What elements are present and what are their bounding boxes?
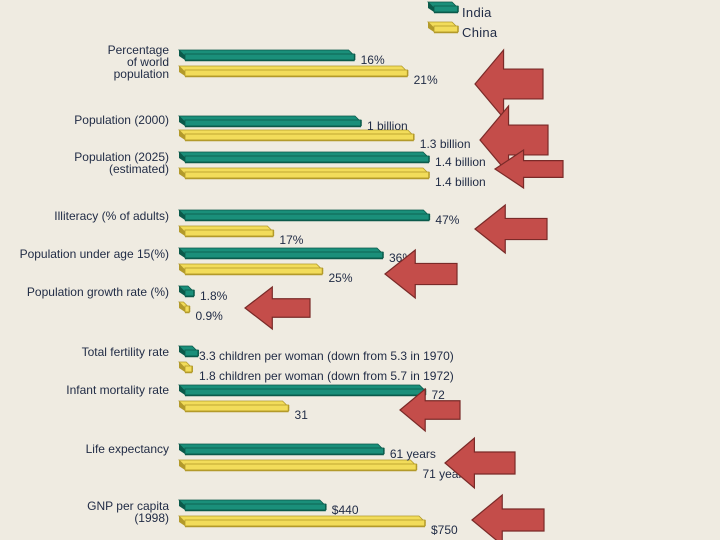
category-label: (1998) xyxy=(134,511,169,525)
bar-india xyxy=(178,443,385,456)
category-label: Illiteracy (% of adults) xyxy=(54,209,169,223)
bar-china xyxy=(178,515,426,528)
left-arrow-icon xyxy=(399,387,461,433)
value-label-india: 1.4 billion xyxy=(435,155,486,169)
bar-india xyxy=(178,115,362,128)
value-label-china: 1.8 children per woman (down from 5.7 in… xyxy=(199,369,454,383)
value-label-china: 1.4 billion xyxy=(435,175,486,189)
value-label-china: 31 xyxy=(295,408,309,422)
legend-swatch-india xyxy=(427,1,459,14)
value-label-china: 25% xyxy=(329,271,353,285)
category-label: Percentage xyxy=(108,43,170,57)
value-label-india: 61 years xyxy=(390,447,436,461)
bar-china xyxy=(178,65,409,78)
left-arrow-icon xyxy=(474,203,548,255)
bar-india xyxy=(178,151,430,164)
bar-china xyxy=(178,400,290,413)
value-label-india: 3.3 children per woman (down from 5.3 in… xyxy=(199,349,454,363)
bar-china xyxy=(178,225,275,238)
category-label: Life expectancy xyxy=(86,442,169,456)
bar-india xyxy=(178,384,427,397)
value-label-china: $750 xyxy=(431,523,458,537)
bar-india xyxy=(178,345,200,358)
bar-china xyxy=(178,361,194,374)
bar-india xyxy=(178,49,356,62)
category-label: Population (2025) xyxy=(74,150,169,164)
value-label-china: 17% xyxy=(279,233,303,247)
value-label-china: 0.9% xyxy=(196,309,224,323)
value-label-india: $440 xyxy=(332,503,359,517)
left-arrow-icon xyxy=(493,148,564,190)
bar-india xyxy=(178,247,384,260)
bar-china xyxy=(178,263,324,276)
left-arrow-icon xyxy=(384,248,458,300)
value-label-india: 47% xyxy=(435,213,459,227)
category-label: Population under age 15(%) xyxy=(20,247,169,261)
value-label-china: 1.3 billion xyxy=(420,137,471,151)
value-label-india: 1.8% xyxy=(200,289,228,303)
category-label: Population growth rate (%) xyxy=(27,285,169,299)
bar-china xyxy=(178,301,191,314)
bar-china xyxy=(178,459,418,472)
bar-india xyxy=(178,499,327,512)
category-label: Population (2000) xyxy=(74,113,169,127)
bar-china xyxy=(178,167,430,180)
bar-china xyxy=(178,129,415,142)
value-label-china: 21% xyxy=(414,73,438,87)
bar-india xyxy=(178,285,195,298)
category-label: (estimated) xyxy=(109,162,169,176)
category-label: Total fertility rate xyxy=(82,345,170,359)
left-arrow-icon xyxy=(244,285,311,331)
category-label: Infant mortality rate xyxy=(66,383,169,397)
category-label: GNP per capita xyxy=(87,499,169,513)
bar-india xyxy=(178,209,431,222)
value-label-india: 16% xyxy=(361,53,385,67)
left-arrow-icon xyxy=(471,493,545,540)
legend-swatch-china xyxy=(427,21,459,34)
category-label: of world xyxy=(127,55,169,69)
legend-label-china: China xyxy=(462,25,498,40)
left-arrow-icon xyxy=(444,436,516,490)
value-label-india: 1 billion xyxy=(367,119,408,133)
category-label: population xyxy=(114,67,169,81)
value-label-india: 72 xyxy=(431,388,445,402)
legend-label-india: India xyxy=(462,5,492,20)
